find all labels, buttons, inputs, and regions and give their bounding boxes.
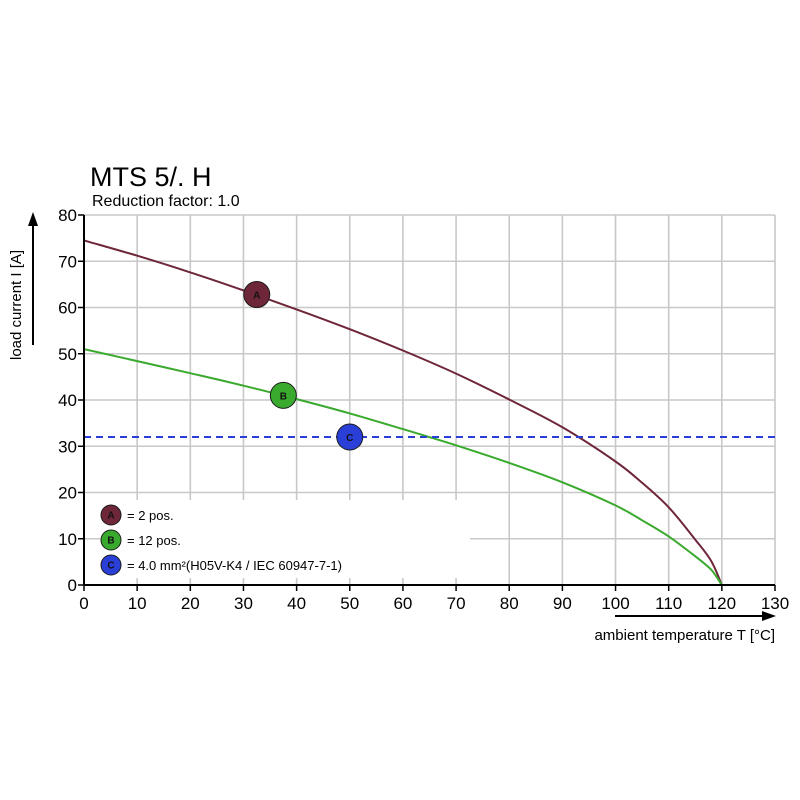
legend-marker-label: B xyxy=(107,536,114,547)
x-tick-label: 60 xyxy=(393,594,412,613)
legend-marker-c xyxy=(100,554,122,576)
legend-entry-c: C = 4.0 mm²(H05V-K4 / IEC 60947-7-1) xyxy=(100,554,342,576)
y-tick-label: 0 xyxy=(68,576,77,595)
marker-b-circle xyxy=(269,381,297,409)
grid xyxy=(84,214,776,585)
legend: A = 2 pos. B = 12 pos. C = 4.0 mm²(H05V-K4 / … xyxy=(100,504,342,576)
legend-entry-b: B = 12 pos. xyxy=(100,529,181,551)
legend-text: = 12 pos. xyxy=(127,533,181,548)
y-tick-label: 50 xyxy=(58,345,77,364)
series-b-line xyxy=(83,348,723,586)
y-axis-label: load current I [A] xyxy=(8,250,25,360)
chart-title: MTS 5/. H xyxy=(90,162,212,192)
legend-marker-label: C xyxy=(107,561,114,572)
chart-subtitle: Reduction factor: 1.0 xyxy=(92,193,240,210)
legend-text: = 2 pos. xyxy=(127,508,174,523)
x-axis-label: ambient temperature T [°C] xyxy=(594,627,775,644)
x-tick-label: 110 xyxy=(655,594,682,613)
y-axis-arrow-head xyxy=(28,212,38,226)
x-tick-label: 20 xyxy=(181,594,200,613)
x-tick-label: 90 xyxy=(553,594,572,613)
marker-b-label: B xyxy=(280,391,287,402)
marker-c-label: C xyxy=(346,433,353,444)
marker-a: A xyxy=(243,281,271,309)
x-tick-label: 50 xyxy=(340,594,359,613)
y-tick-label: 60 xyxy=(58,299,77,318)
x-tick-label: 30 xyxy=(234,594,253,613)
marker-b: B xyxy=(269,381,297,409)
x-axis-arrow-head xyxy=(762,611,776,621)
y-tick-label: 70 xyxy=(58,252,77,271)
y-tick-label: 80 xyxy=(58,206,77,225)
series-a-line xyxy=(83,239,723,586)
x-tick-label: 80 xyxy=(500,594,519,613)
y-tick-label: 30 xyxy=(58,437,77,456)
markers-layer: A B C xyxy=(243,281,364,451)
y-tick-label: 20 xyxy=(58,484,77,503)
x-tick-label: 120 xyxy=(708,594,736,613)
legend-text: = 4.0 mm²(H05V-K4 / IEC 60947-7-1) xyxy=(127,558,342,573)
marker-c: C xyxy=(336,423,364,451)
legend-marker-b xyxy=(100,529,122,551)
x-tick-label: 100 xyxy=(601,594,629,613)
x-tick-label: 10 xyxy=(128,594,147,613)
marker-c-circle xyxy=(336,423,364,451)
series-layer xyxy=(83,239,775,586)
y-tick-label: 10 xyxy=(58,530,77,549)
marker-a-circle xyxy=(243,281,271,309)
y-tick-label: 40 xyxy=(58,391,77,410)
legend-marker-a xyxy=(100,504,122,526)
marker-a-label: A xyxy=(253,291,260,302)
legend-entry-a: A = 2 pos. xyxy=(100,504,174,526)
x-tick-label: 40 xyxy=(287,594,306,613)
x-tick-label: 70 xyxy=(447,594,466,613)
x-tick-label: 0 xyxy=(79,594,88,613)
legend-background xyxy=(100,500,470,578)
x-tick-label: 130 xyxy=(761,594,789,613)
legend-marker-label: A xyxy=(107,511,114,522)
ticks-layer: 0 10 20 30 40 50 60 70 80 90 100 110 120 130 0 10 20 30 40… xyxy=(58,206,789,613)
